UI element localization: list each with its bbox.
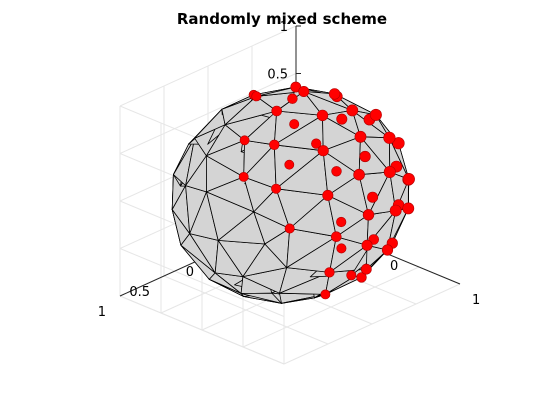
- y-tick-label: 0.5: [129, 285, 150, 300]
- data-point: [346, 104, 359, 117]
- data-point: [381, 244, 394, 256]
- data-point: [336, 243, 347, 254]
- data-point: [360, 263, 372, 275]
- data-point: [239, 135, 250, 146]
- data-point: [402, 202, 415, 215]
- data-point: [383, 131, 396, 144]
- data-point: [298, 86, 310, 98]
- x-tick-label: 1: [472, 293, 480, 308]
- data-point: [287, 93, 298, 104]
- data-point: [354, 130, 367, 143]
- data-point: [271, 105, 283, 117]
- data-point: [328, 88, 341, 100]
- data-point: [369, 108, 382, 121]
- data-point: [311, 138, 322, 149]
- data-point: [356, 272, 367, 283]
- data-point: [336, 216, 347, 228]
- data-point: [251, 91, 262, 102]
- data-point: [284, 223, 295, 234]
- data-point: [336, 113, 348, 125]
- data-point: [359, 150, 371, 163]
- data-point: [289, 119, 300, 130]
- sphere-mesh: [171, 86, 410, 304]
- y-tick-label: 0: [186, 265, 194, 280]
- data-point: [284, 159, 295, 170]
- z-tick-label: 1: [280, 20, 288, 35]
- data-point: [346, 270, 357, 281]
- data-point: [324, 267, 335, 278]
- data-point: [361, 239, 373, 251]
- data-point: [383, 166, 396, 179]
- chart-title: Randomly mixed scheme: [177, 10, 387, 28]
- z-tick-label: 0.5: [267, 68, 288, 83]
- data-point: [322, 189, 334, 201]
- data-point: [238, 171, 249, 182]
- data-point: [353, 168, 365, 181]
- data-point: [317, 145, 329, 157]
- data-point: [402, 173, 415, 186]
- data-point: [316, 109, 329, 122]
- data-point: [330, 231, 342, 242]
- data-point: [269, 139, 280, 151]
- y-tick-label: 1: [98, 305, 106, 320]
- data-point: [367, 191, 379, 203]
- data-points: [238, 81, 415, 300]
- data-point: [392, 137, 405, 150]
- data-point: [271, 183, 282, 194]
- x-tick-label: 0: [390, 259, 398, 274]
- data-point: [331, 166, 342, 177]
- data-point: [320, 289, 331, 300]
- data-point: [389, 204, 402, 217]
- data-point: [362, 209, 375, 221]
